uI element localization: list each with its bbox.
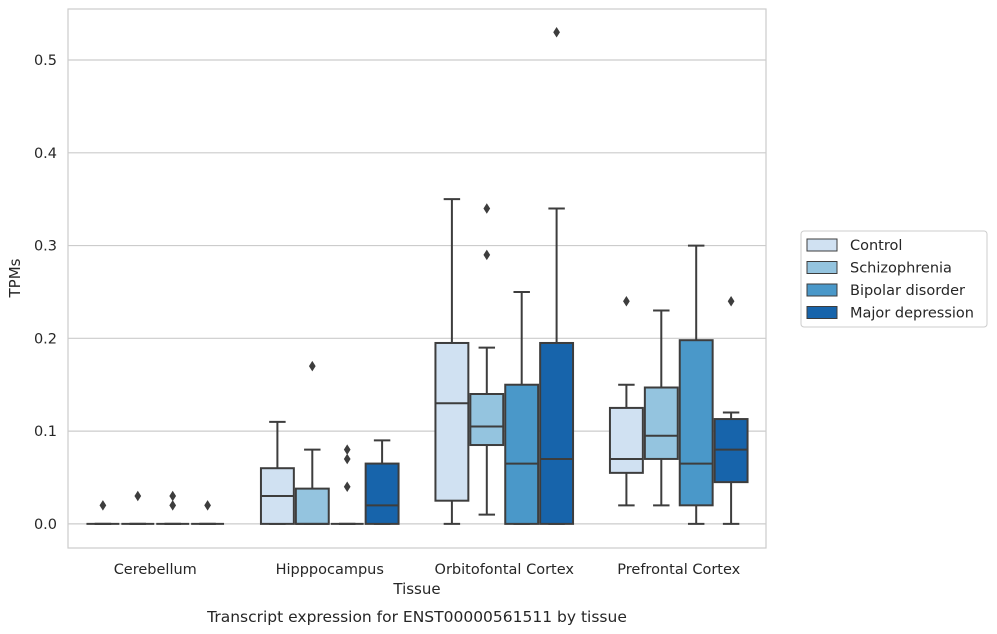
box-group [191, 500, 225, 525]
box-group [330, 444, 364, 525]
y-axis-title: TPMs [6, 258, 24, 298]
outlier-point [343, 453, 351, 465]
x-axis-ticks: Cerebellum Hipppocampus Orbitofontal Corte… [114, 562, 741, 578]
box-group [294, 360, 330, 525]
y-axis-ticks: 0.0 0.1 0.2 0.3 0.4 0.5 [34, 53, 57, 533]
y-tick-label: 0.0 [34, 517, 57, 533]
outlier-point [343, 481, 351, 493]
box-group [86, 500, 120, 525]
outlier-point [553, 26, 560, 38]
outlier-point [727, 295, 735, 307]
box-iqr [469, 393, 505, 447]
box-iqr [539, 341, 575, 525]
outlier-point [169, 490, 177, 502]
outlier-point [204, 500, 211, 511]
legend-label: Bipolar disorder [850, 283, 965, 299]
box-iqr [504, 383, 540, 525]
box-iqr [643, 386, 679, 460]
box-group [678, 244, 714, 525]
legend-swatch [806, 306, 838, 319]
box-group [713, 295, 749, 525]
chart-caption: Transcript expression for ENST0000056151… [206, 608, 627, 626]
y-tick-label: 0.3 [34, 239, 57, 255]
outlier-point [623, 295, 630, 307]
plot-frame [67, 8, 767, 549]
box-iqr [434, 341, 470, 502]
box-group [121, 490, 155, 525]
box-group [608, 295, 644, 507]
x-tick-label: Hipppocampus [276, 562, 384, 578]
legend-label: Schizophrenia [850, 261, 952, 277]
outlier-point [99, 500, 107, 511]
grid-lines [68, 59, 766, 525]
box-group [364, 439, 400, 525]
legend-swatch [806, 261, 838, 274]
box-iqr [294, 487, 330, 525]
box-group [469, 203, 505, 516]
legend-swatch [806, 283, 838, 297]
legend-label: Major depression [850, 306, 974, 322]
box-iqr [364, 462, 400, 525]
box-iqr [608, 406, 644, 474]
outlier-point [483, 249, 491, 261]
box-group [643, 309, 679, 507]
x-tick-label: Orbitofontal Cortex [435, 562, 575, 578]
legend-swatch [806, 238, 838, 252]
legend-frame [800, 230, 988, 328]
outlier-point [343, 444, 351, 455]
box-group [434, 198, 470, 525]
x-axis-title: Tissue [392, 580, 440, 598]
box-plot-marks [86, 26, 749, 525]
box-iqr [678, 339, 714, 507]
outlier-point [483, 203, 491, 214]
box-group [504, 290, 540, 525]
outlier-point [134, 490, 142, 502]
y-tick-label: 0.5 [34, 53, 57, 69]
y-tick-label: 0.4 [34, 146, 57, 162]
y-tick-label: 0.1 [34, 424, 57, 440]
y-tick-label: 0.2 [34, 331, 57, 347]
outlier-point [308, 360, 316, 372]
box-group [156, 490, 190, 525]
box-group [539, 26, 575, 525]
outlier-point [169, 500, 177, 511]
legend-label: Control [850, 238, 902, 254]
x-tick-label: Prefrontal Cortex [617, 562, 740, 578]
x-tick-label: Cerebellum [114, 562, 197, 578]
legend: Control Schizophrenia Bipolar disorder Majo… [800, 230, 988, 328]
box-group [259, 420, 295, 525]
